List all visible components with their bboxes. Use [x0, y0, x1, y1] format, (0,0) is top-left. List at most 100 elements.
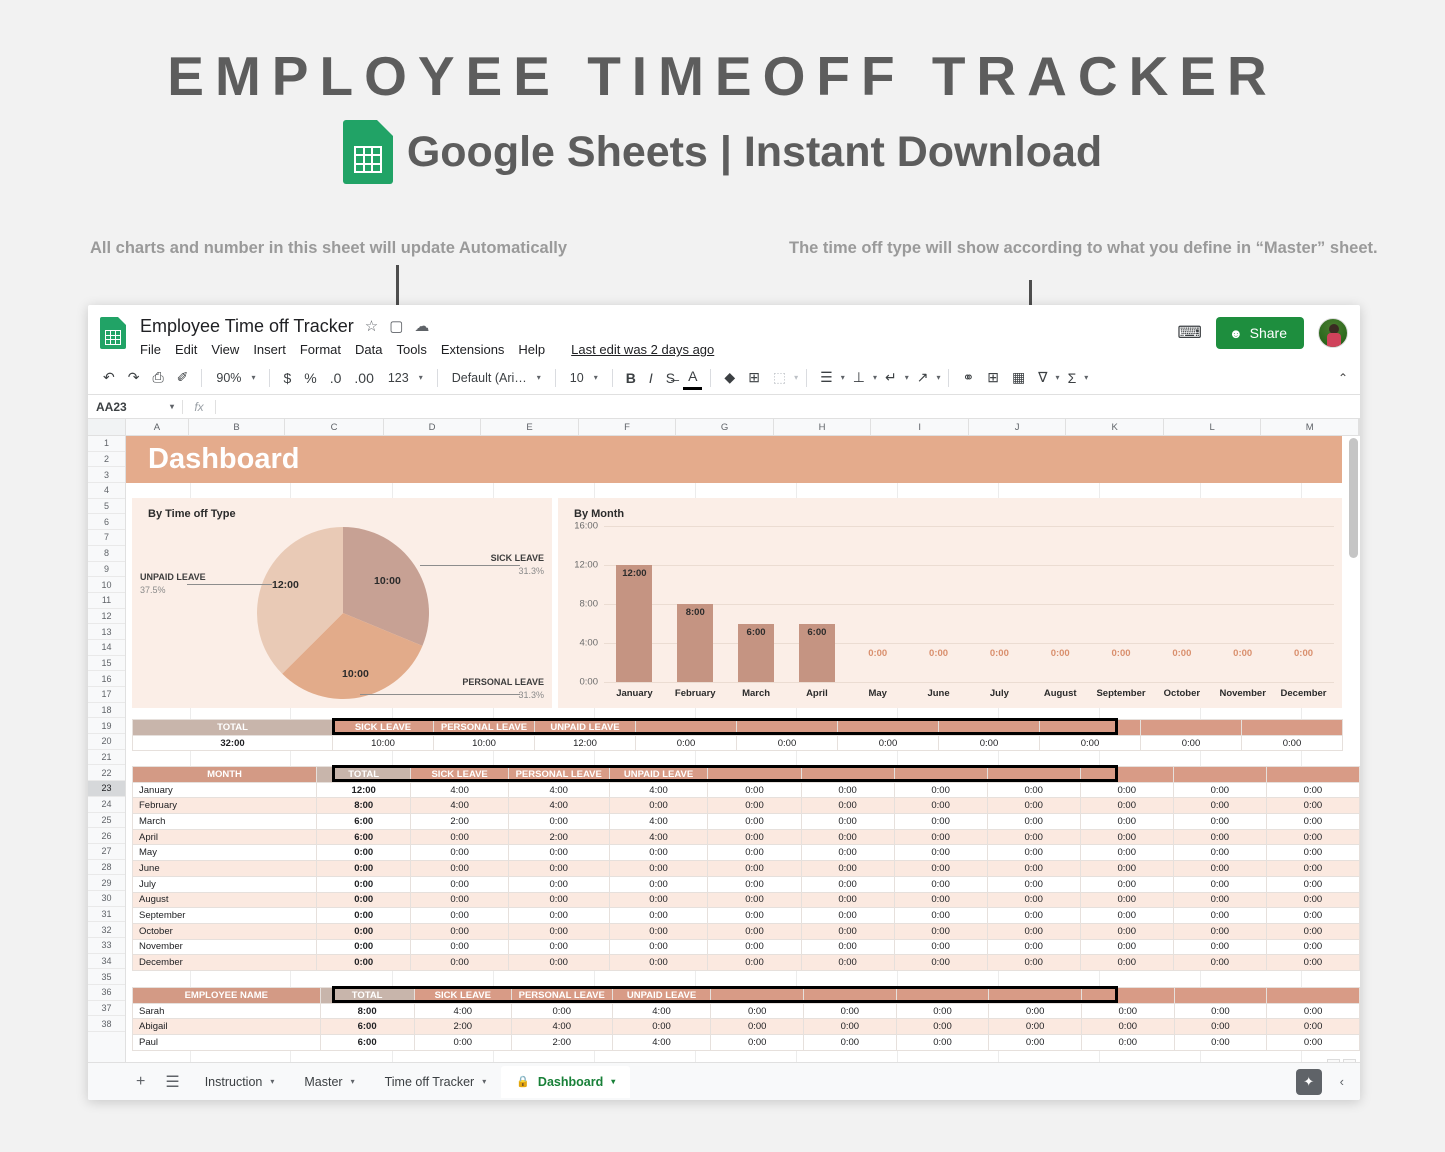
menu-file[interactable]: File — [140, 342, 161, 357]
row-header-2[interactable]: 2 — [88, 452, 125, 468]
filter-icon[interactable]: ∇ — [1038, 369, 1048, 385]
menu-insert[interactable]: Insert — [253, 342, 286, 357]
functions-chevron-down-icon[interactable]: ▾ — [1084, 373, 1089, 382]
row-header-18[interactable]: 18 — [88, 703, 125, 719]
column-header-G[interactable]: G — [676, 419, 774, 435]
sheet-tab-dashboard[interactable]: 🔒 Dashboard ▾ — [501, 1065, 631, 1098]
comment-history-icon[interactable]: ⌨ — [1177, 323, 1202, 342]
italic-icon[interactable]: I — [648, 369, 653, 386]
summary-table[interactable]: TOTAL SICK LEAVE PERSONAL LEAVE UNPAID LEAV… — [132, 719, 1343, 752]
menu-edit[interactable]: Edit — [174, 342, 198, 357]
increase-decimal-icon[interactable]: .00 — [354, 369, 374, 386]
table-row[interactable]: 32:00 10:00 10:00 12:00 0:00 0:00 0:00 0:00 0:00… — [132, 734, 1343, 752]
column-header-A[interactable]: A — [126, 419, 189, 435]
row-header-13[interactable]: 13 — [88, 624, 125, 640]
wrap-chevron-down-icon[interactable]: ▾ — [904, 373, 909, 382]
row-header-1[interactable]: 1 — [88, 436, 125, 452]
chevron-left-icon[interactable]: ‹ — [1339, 1074, 1344, 1089]
column-header-I[interactable]: I — [871, 419, 969, 435]
column-header-F[interactable]: F — [579, 419, 677, 435]
column-header-H[interactable]: H — [774, 419, 872, 435]
select-all-corner[interactable] — [88, 419, 126, 435]
row-header-31[interactable]: 31 — [88, 907, 125, 923]
chevron-down-icon[interactable]: ▾ — [482, 1077, 487, 1086]
collapse-toolbar-icon[interactable]: ⌃ — [1337, 370, 1348, 385]
table-row[interactable]: February 8:00 4:00 4:00 0:00 0:00 0:00 0:00 0:00… — [132, 797, 1360, 815]
row-header-8[interactable]: 8 — [88, 546, 125, 562]
row-header-10[interactable]: 10 — [88, 577, 125, 593]
by-month-table[interactable]: MONTH TOTAL SICK LEAVE PERSONAL LEAVE UNPAID… — [132, 766, 1360, 971]
borders-icon[interactable]: ⊞ — [748, 369, 760, 385]
filter-chevron-down-icon[interactable]: ▾ — [1055, 373, 1060, 382]
table-row[interactable]: Sarah 8:00 4:00 0:00 4:00 0:00 0:00 0:00 0:00 0:0… — [132, 1002, 1360, 1020]
redo-icon[interactable]: ↷ — [127, 369, 140, 385]
merge-cells-icon[interactable]: ⬚ — [772, 369, 787, 385]
chevron-down-icon[interactable]: ▾ — [270, 1077, 275, 1086]
column-header-E[interactable]: E — [481, 419, 579, 435]
row-header-35[interactable]: 35 — [88, 969, 125, 986]
table-row[interactable]: October 0:00 0:00 0:00 0:00 0:00 0:00 0:00 0:00 0… — [132, 922, 1360, 940]
percent-format-icon[interactable]: % — [304, 369, 317, 386]
font-size-select[interactable]: 10 ▾ — [569, 370, 598, 385]
row-header-17[interactable]: 17 — [88, 687, 125, 703]
avatar[interactable] — [1318, 318, 1348, 348]
name-box[interactable]: AA23 ▾ — [88, 400, 182, 414]
fill-color-icon[interactable]: ◆ — [724, 369, 736, 385]
row-header-4[interactable]: 4 — [88, 483, 125, 499]
row-header-25[interactable]: 25 — [88, 813, 125, 829]
table-row[interactable]: Paul 6:00 0:00 2:00 4:00 0:00 0:00 0:00 0:00 0:00… — [132, 1034, 1360, 1051]
menu-format[interactable]: Format — [299, 342, 341, 357]
halign-chevron-down-icon[interactable]: ▾ — [840, 373, 845, 382]
bar-chart-panel[interactable]: By Month 0:00 4:00 8:00 12:00 16:00 12:00 Janu… — [558, 498, 1342, 708]
row-header-21[interactable]: 21 — [88, 750, 125, 766]
bold-icon[interactable]: B — [625, 369, 636, 386]
explore-button[interactable]: ✦ — [1295, 1068, 1322, 1095]
table-row[interactable]: July 0:00 0:00 0:00 0:00 0:00 0:00 0:00 0:00 0:00… — [132, 875, 1360, 893]
column-header-K[interactable]: K — [1066, 419, 1164, 435]
text-rotation-icon[interactable]: ↗ — [916, 369, 929, 385]
row-header-22[interactable]: 22 — [88, 765, 125, 782]
decrease-decimal-icon[interactable]: .0 — [329, 369, 342, 386]
row-header-28[interactable]: 28 — [88, 860, 125, 876]
currency-format-icon[interactable]: $ — [283, 369, 292, 386]
table-row[interactable]: November 0:00 0:00 0:00 0:00 0:00 0:00 0:00 0:00… — [132, 938, 1360, 956]
insert-comment-icon[interactable]: ⊞ — [987, 369, 999, 385]
undo-icon[interactable]: ↶ — [103, 369, 115, 385]
menu-help[interactable]: Help — [518, 342, 546, 357]
table-row[interactable]: April 6:00 0:00 2:00 4:00 0:00 0:00 0:00 0:00 0:0… — [132, 828, 1360, 846]
row-header-27[interactable]: 27 — [88, 844, 125, 860]
row-header-19[interactable]: 19 — [88, 718, 125, 735]
insert-link-icon[interactable]: ⚭ — [962, 369, 975, 385]
chevron-down-icon[interactable]: ▾ — [350, 1077, 355, 1086]
row-header-33[interactable]: 33 — [88, 938, 125, 954]
row-header-6[interactable]: 6 — [88, 514, 125, 531]
row-header-29[interactable]: 29 — [88, 875, 125, 891]
merge-chevron-down-icon[interactable]: ▾ — [794, 373, 799, 382]
row-header-14[interactable]: 14 — [88, 640, 125, 656]
sheet-tab-instruction[interactable]: Instruction ▾ — [190, 1066, 290, 1098]
row-header-3[interactable]: 3 — [88, 467, 125, 484]
row-header-36[interactable]: 36 — [88, 985, 125, 1001]
insert-chart-icon[interactable]: ▦ — [1011, 369, 1026, 385]
table-row[interactable]: August 0:00 0:00 0:00 0:00 0:00 0:00 0:00 0:00 0:… — [132, 891, 1360, 909]
name-box-chevron-down-icon[interactable]: ▾ — [169, 402, 174, 411]
text-color-icon[interactable]: A — [683, 365, 703, 390]
sheet-tab-time-off-tracker[interactable]: Time off Tracker ▾ — [370, 1066, 502, 1098]
column-header-C[interactable]: C — [285, 419, 384, 435]
vertical-align-icon[interactable]: ⊥ — [852, 369, 865, 385]
row-header-23[interactable]: 23 — [88, 781, 125, 797]
text-wrap-icon[interactable]: ↵ — [884, 369, 897, 385]
valign-chevron-down-icon[interactable]: ▾ — [872, 373, 877, 382]
column-header-J[interactable]: J — [969, 419, 1067, 435]
last-edit-label[interactable]: Last edit was 2 days ago — [571, 342, 715, 357]
by-employee-table[interactable]: EMPLOYEE NAME TOTAL SICK LEAVE PERSONAL LEA… — [132, 987, 1360, 1051]
row-header-30[interactable]: 30 — [88, 891, 125, 907]
share-button[interactable]: ☻ Share — [1215, 317, 1304, 349]
horizontal-align-icon[interactable]: ☰ — [820, 369, 833, 385]
row-header-11[interactable]: 11 — [88, 593, 125, 609]
menu-tools[interactable]: Tools — [396, 342, 427, 357]
row-header-9[interactable]: 9 — [88, 562, 125, 578]
all-sheets-icon[interactable]: ☰ — [165, 1073, 180, 1091]
number-format-select[interactable]: 123 ▾ — [387, 370, 423, 385]
table-row[interactable]: January 12:00 4:00 4:00 4:00 0:00 0:00 0:00 0:00… — [132, 781, 1360, 799]
